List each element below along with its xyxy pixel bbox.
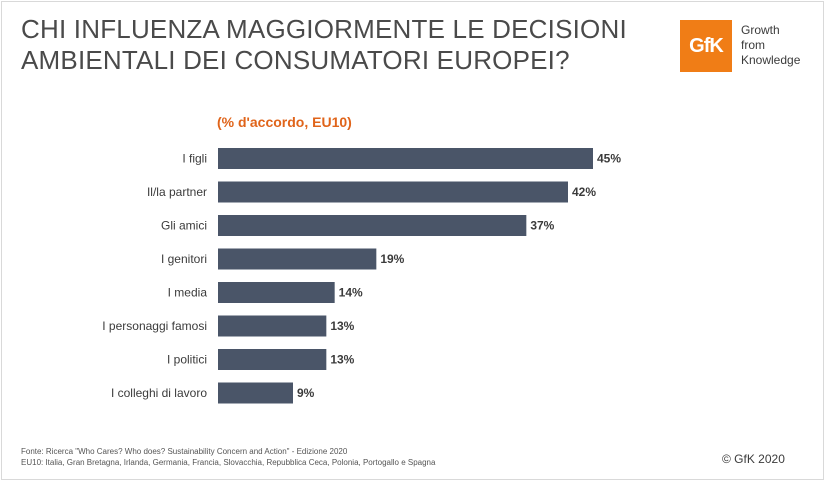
- bar: [218, 382, 293, 404]
- category-label: Il/la partner: [147, 185, 207, 199]
- bar: [218, 282, 335, 303]
- category-label: Gli amici: [161, 219, 207, 233]
- bar: [218, 349, 327, 370]
- tagline-line-3: Knowledge: [741, 53, 801, 67]
- source-line-2: EU10: Italia, Gran Bretagna, Irlanda, Ge…: [21, 458, 436, 467]
- logo-tagline: Growth from Knowledge: [741, 23, 800, 68]
- value-label: 13%: [330, 319, 354, 333]
- value-label: 37%: [530, 219, 554, 233]
- copyright-text: © GfK 2020: [722, 452, 785, 466]
- value-label: 45%: [597, 152, 621, 166]
- bar: [218, 248, 377, 270]
- category-label: I politici: [167, 353, 207, 367]
- bar: [218, 315, 327, 337]
- category-label: I personaggi famosi: [102, 319, 207, 333]
- value-label: 42%: [572, 185, 596, 199]
- bar: [218, 215, 527, 236]
- bar: [218, 148, 593, 169]
- category-label: I colleghi di lavoro: [111, 386, 207, 400]
- category-label: I figli: [182, 152, 207, 166]
- bar: [218, 181, 568, 203]
- category-label: I media: [168, 286, 208, 300]
- gfk-logo: GfK: [680, 20, 732, 72]
- value-label: 19%: [380, 252, 404, 266]
- source-footnote: Fonte: Ricerca "Who Cares? Who does? Sus…: [21, 446, 435, 468]
- tagline-line-2: from: [741, 38, 765, 52]
- category-label: I genitori: [161, 252, 207, 266]
- title-line-2: AMBIENTALI DEI CONSUMATORI EUROPEI?: [21, 45, 570, 75]
- page-title: CHI INFLUENZA MAGGIORMENTE LE DECISIONI …: [21, 14, 627, 76]
- tagline-line-1: Growth: [741, 23, 780, 37]
- value-label: 9%: [297, 386, 315, 400]
- title-line-1: CHI INFLUENZA MAGGIORMENTE LE DECISIONI: [21, 14, 627, 44]
- value-label: 13%: [330, 353, 354, 367]
- chart-subtitle: (% d'accordo, EU10): [217, 114, 352, 130]
- value-label: 14%: [339, 286, 363, 300]
- source-line-1: Fonte: Ricerca "Who Cares? Who does? Sus…: [21, 447, 348, 456]
